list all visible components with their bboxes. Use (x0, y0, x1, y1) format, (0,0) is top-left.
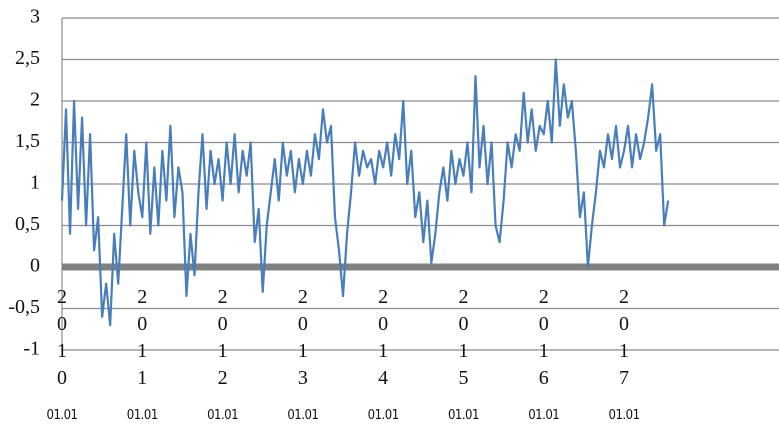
y-tick-label: 1,5 (15, 130, 40, 152)
x-tick-label: 2011 (137, 286, 148, 389)
y-tick-label: 0 (30, 255, 40, 277)
y-tick-label: 1 (30, 172, 40, 194)
y-tick-label: 3 (30, 6, 40, 28)
line-series (60, 58, 670, 327)
x-tick-sublabel: 01.01 (608, 408, 640, 423)
x-tick-label: 2010 (57, 286, 67, 389)
x-tick-sublabel: 01.01 (367, 408, 399, 423)
y-tick-label: 2 (30, 89, 40, 111)
y-tick-label: -1 (23, 338, 40, 360)
x-tick-label: 2016 (538, 286, 549, 389)
x-tick-label: 2013 (297, 286, 308, 389)
x-tick-label: 2015 (458, 286, 469, 389)
x-tick-sublabel: 01.01 (528, 408, 560, 423)
x-tick-sublabel: 01.01 (287, 408, 319, 423)
x-tick-sublabel: 01.01 (207, 408, 239, 423)
x-tick-sublabel: 01.01 (46, 408, 78, 423)
y-tick-label: 2,5 (15, 47, 40, 69)
x-tick-label: 2017 (619, 286, 630, 389)
x-tick-label: 2012 (217, 286, 228, 389)
x-tick-label: 2014 (378, 286, 389, 389)
x-tick-sublabel: 01.01 (447, 408, 479, 423)
x-tick-sublabel: 01.01 (126, 408, 158, 423)
y-tick-label: -0,5 (8, 296, 40, 318)
y-tick-label: 0,5 (15, 213, 40, 235)
